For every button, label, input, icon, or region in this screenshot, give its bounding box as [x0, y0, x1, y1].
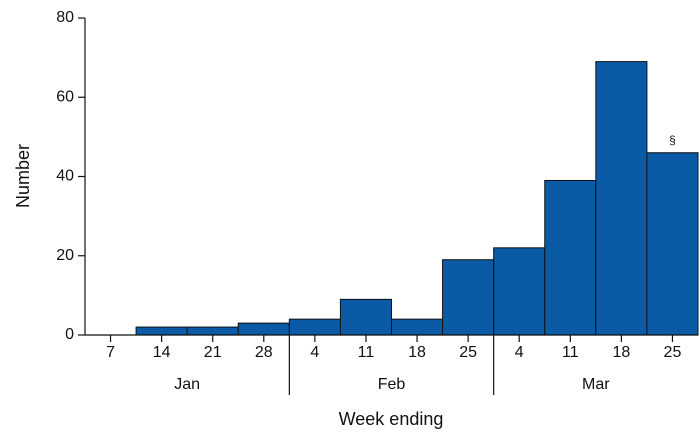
- x-axis-label: Week ending: [339, 409, 444, 429]
- group-label: Jan: [174, 376, 200, 393]
- y-tick-label: 80: [56, 9, 74, 26]
- x-tick-label: 4: [310, 344, 319, 361]
- bar: [339, 298, 392, 336]
- bar: [391, 318, 444, 336]
- y-tick-label: 20: [56, 247, 74, 264]
- bar: [288, 318, 341, 336]
- x-tick-label: 4: [515, 344, 524, 361]
- group-label: Mar: [582, 376, 610, 393]
- y-axis-label: Number: [13, 144, 33, 208]
- x-tick-label: 21: [204, 344, 222, 361]
- bar: [646, 152, 699, 336]
- x-tick-label: 28: [255, 344, 273, 361]
- y-tick-label: 40: [56, 168, 74, 185]
- bar: [544, 179, 597, 336]
- y-tick-label: 0: [65, 326, 74, 343]
- group-label: Feb: [378, 376, 406, 393]
- annotation: §: [669, 133, 676, 147]
- bar: [237, 322, 290, 336]
- bar: [595, 61, 648, 336]
- x-tick-label: 7: [106, 344, 115, 361]
- x-tick-label: 18: [612, 344, 630, 361]
- bar: [135, 326, 188, 336]
- x-tick-label: 11: [358, 344, 375, 361]
- y-tick-label: 60: [56, 88, 74, 105]
- bar: [186, 326, 239, 336]
- x-tick-label: 25: [459, 344, 477, 361]
- bar: [493, 247, 546, 336]
- bar: [442, 259, 495, 336]
- x-tick-label: 14: [153, 344, 171, 361]
- x-tick-label: 11: [562, 344, 579, 361]
- x-tick-label: 25: [664, 344, 682, 361]
- x-tick-label: 18: [408, 344, 426, 361]
